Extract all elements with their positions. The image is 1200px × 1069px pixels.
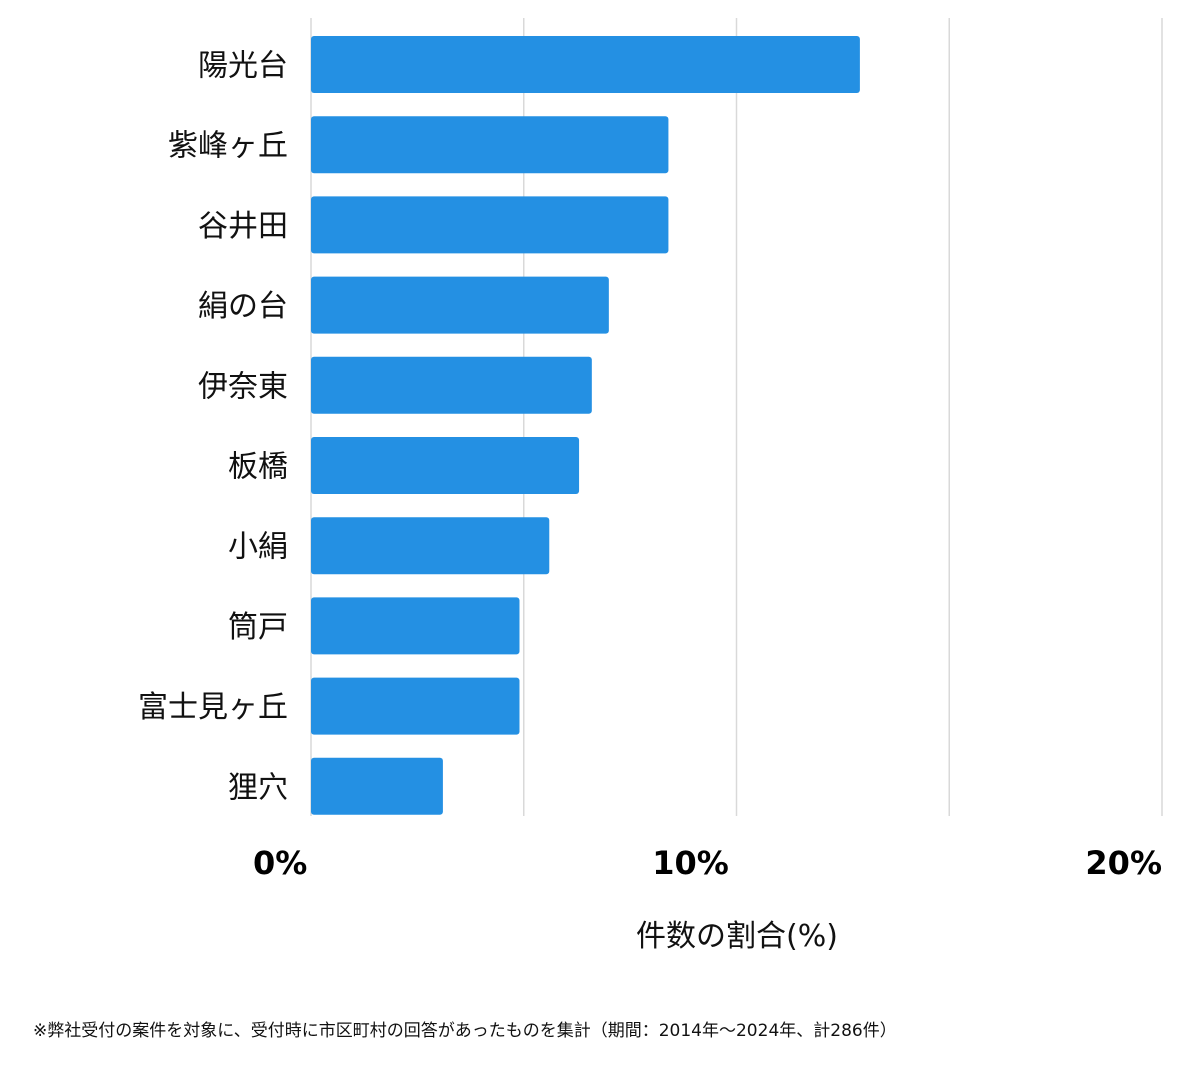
category-label: 絹の台: [198, 289, 288, 324]
x-axis-title: 件数の割合(%): [636, 919, 838, 954]
bars: [311, 36, 860, 815]
bar: [311, 116, 669, 174]
bar: [311, 597, 520, 655]
category-label: 富士見ヶ丘: [138, 690, 288, 725]
bar: [311, 276, 609, 334]
bar: [311, 36, 860, 93]
category-label: 狸穴: [228, 770, 288, 805]
x-tick-label: 0%: [253, 844, 307, 882]
category-label: 伊奈東: [198, 369, 288, 404]
bar: [311, 757, 443, 815]
x-tick-label: 10%: [652, 844, 729, 882]
category-label: 谷井田: [198, 209, 288, 244]
category-label: 紫峰ヶ丘: [168, 129, 288, 164]
category-label: 小絹: [228, 530, 288, 565]
bar: [311, 196, 669, 254]
category-label: 板橋: [228, 450, 288, 485]
category-label: 陽光台: [198, 49, 288, 84]
category-label: 筒戸: [228, 610, 288, 645]
bar: [311, 677, 520, 735]
x-tick-label: 20%: [1085, 844, 1162, 882]
bar: [311, 437, 580, 494]
x-tick-labels: 0% 10% 20%: [253, 844, 1162, 882]
bar: [311, 517, 550, 575]
footnote: ※弊社受付の案件を対象に、受付時に市区町村の回答があったものを集計（期間：201…: [33, 1021, 897, 1041]
bar: [311, 356, 592, 414]
